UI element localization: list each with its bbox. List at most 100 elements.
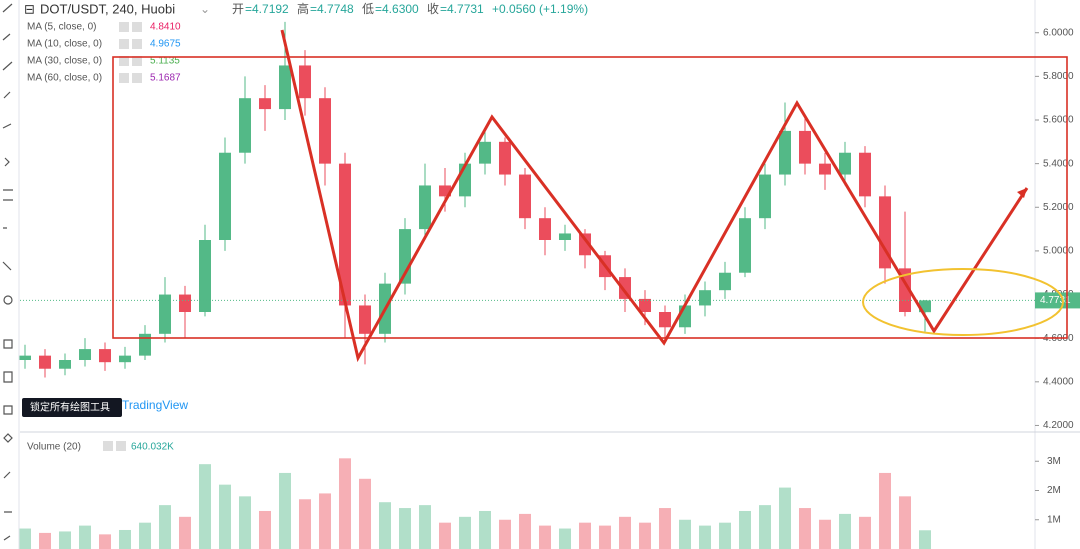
study-settings[interactable]	[119, 39, 129, 49]
volume-bar	[599, 525, 611, 549]
study-name: MA (5, close, 0)	[27, 22, 96, 33]
volume-bar	[639, 522, 651, 549]
candle-body	[279, 65, 291, 110]
study-settings[interactable]	[119, 22, 129, 32]
y-tick-label: 5.8000	[1043, 71, 1074, 82]
volume-bar	[499, 519, 511, 549]
y2-tick-label: 2M	[1047, 485, 1061, 496]
candle-body	[819, 163, 831, 175]
candle-body	[879, 196, 891, 269]
ohlc-value: =4.6300	[375, 2, 419, 16]
candle-body	[779, 130, 791, 175]
study-value: 4.8410	[150, 22, 181, 33]
volume-bar	[339, 458, 351, 549]
volume-bar	[199, 464, 211, 549]
y-tick-label: 5.6000	[1043, 115, 1074, 126]
volume-study-name[interactable]: Volume (20)	[27, 442, 81, 453]
volume-bar	[619, 516, 631, 549]
study-name: MA (10, close, 0)	[27, 39, 102, 50]
highlight-ellipse	[862, 268, 1064, 336]
study-remove[interactable]	[132, 39, 142, 49]
toolbar-icons	[2, 3, 13, 541]
candle-body	[919, 300, 931, 313]
volume-bar	[479, 510, 491, 549]
study-settings[interactable]	[119, 73, 129, 83]
tooltip: 锁定所有绘图工具	[30, 401, 110, 414]
study-name: MA (60, close, 0)	[27, 73, 102, 84]
volume-bar	[19, 528, 31, 549]
candle-body	[659, 312, 671, 328]
volume-bar	[219, 484, 231, 549]
y-tick-label: 4.2000	[1043, 420, 1074, 431]
study-name: MA (30, close, 0)	[27, 56, 102, 67]
study-remove[interactable]	[116, 441, 126, 451]
volume-bar	[299, 499, 311, 549]
study-settings[interactable]	[119, 56, 129, 66]
candle-body	[559, 233, 571, 240]
toolbar-glyphs[interactable]	[2, 3, 13, 541]
candle-body	[499, 141, 511, 175]
candle-body	[419, 185, 431, 230]
volume-bar	[799, 508, 811, 549]
ohlc-value: =4.7748	[310, 2, 354, 16]
y-tick-label: 5.4000	[1043, 158, 1074, 169]
ohlc-label: 开	[232, 2, 244, 16]
y-tick-label: 5.0000	[1043, 246, 1074, 257]
volume-bar	[139, 522, 151, 549]
volume-bar	[579, 522, 591, 549]
volume-bar	[839, 513, 851, 549]
volume-bar	[279, 472, 291, 549]
candle-body	[359, 305, 371, 334]
volume-bar	[419, 505, 431, 549]
candle-body	[119, 355, 131, 363]
symbol-icon: ⊟	[24, 1, 35, 16]
candle-body	[519, 174, 531, 219]
candle-body	[839, 152, 851, 175]
candle-body	[299, 65, 311, 99]
ohlc-label: 高	[297, 1, 309, 16]
layers: 4.20004.40004.60004.80005.00005.20005.40…	[19, 0, 1080, 549]
volume-bar	[919, 530, 931, 549]
candle-body	[479, 141, 491, 164]
y-tick-label: 6.0000	[1043, 27, 1074, 38]
ohlc-legend: 开 =4.7192 高 =4.7748 低 =4.6300 收 =4.7731	[232, 1, 484, 16]
study-remove[interactable]	[132, 56, 142, 66]
ohlc-label: 收	[427, 2, 439, 16]
zigzag	[280, 29, 1029, 363]
volume-bar	[319, 493, 331, 549]
candle-body	[219, 152, 231, 240]
volume-bar	[439, 522, 451, 549]
study-legend: MA (5, close, 0) 4.8410 MA (10, close, 0) 4…	[27, 22, 181, 84]
volume-bar	[519, 513, 531, 549]
candle-body	[99, 349, 111, 363]
candle-body	[539, 218, 551, 240]
study-remove[interactable]	[132, 73, 142, 83]
volume-bar	[759, 505, 771, 549]
dropdown-caret: ⌄	[200, 2, 210, 16]
candle-body	[339, 163, 351, 306]
volume-bar	[359, 478, 371, 549]
y-tick-label: 5.2000	[1043, 202, 1074, 213]
volume-bar	[379, 502, 391, 549]
candle-body	[259, 98, 271, 110]
arrow-head	[1017, 188, 1027, 198]
candle-body	[19, 355, 31, 360]
symbol[interactable]: DOT/USDT, 240, Huobi	[40, 1, 175, 16]
ohlc-value: =4.7192	[245, 2, 289, 16]
volume-bar	[719, 522, 731, 549]
volume-bar	[79, 525, 91, 549]
candle-body	[679, 305, 691, 328]
study-remove[interactable]	[132, 22, 142, 32]
study-value: 5.1135	[150, 56, 180, 67]
volume-bar	[239, 496, 251, 549]
volume-bar	[259, 510, 271, 549]
candle-body	[859, 152, 871, 197]
candle-body	[199, 240, 211, 312]
candle-body	[759, 174, 771, 219]
change: +0.0560 (+1.19%)	[492, 2, 588, 16]
volume-bar	[899, 496, 911, 549]
study-settings[interactable]	[103, 441, 113, 451]
candle-body	[179, 294, 191, 312]
volume-bar	[739, 510, 751, 549]
